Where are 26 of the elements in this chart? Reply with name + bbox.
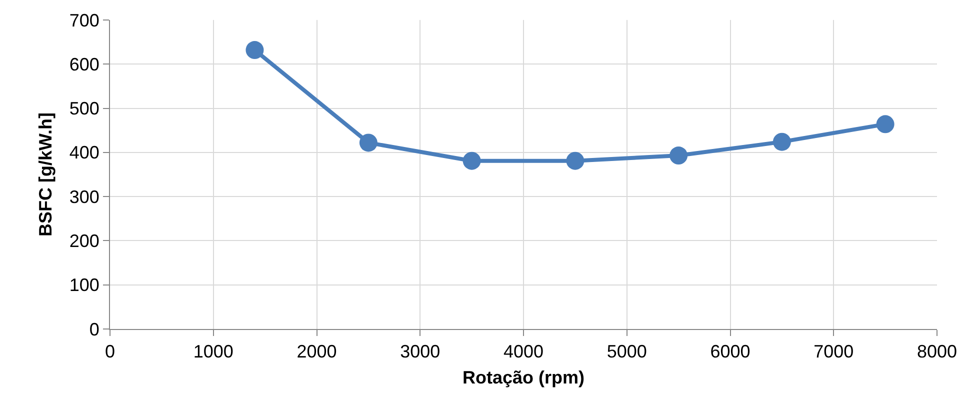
x-tick-label: 8000	[916, 342, 958, 362]
point	[670, 146, 688, 165]
y-tick-label: 0	[89, 319, 100, 340]
y-tick-label: 200	[69, 231, 100, 252]
y-tick-label: 100	[69, 275, 100, 296]
x-tick-label: 6000	[710, 342, 750, 362]
point	[566, 152, 584, 170]
x-tick-label: 4000	[503, 342, 544, 362]
point	[246, 41, 264, 60]
x-axis-title: Rotação (rpm)	[462, 368, 585, 388]
point	[359, 134, 378, 152]
y-tick-label: 700	[69, 10, 100, 30]
x-tick-label: 5000	[606, 342, 647, 362]
point	[772, 132, 791, 151]
y-tick-label: 600	[69, 54, 100, 74]
x-tick-label: 0	[104, 342, 116, 362]
y-axis-title: BSFC [g/kW.h]	[36, 112, 56, 236]
y-tick-label: 400	[69, 142, 100, 163]
point	[876, 115, 894, 134]
x-tick-label: 3000	[400, 342, 440, 362]
x-tick-label: 7000	[814, 342, 854, 362]
y-tick-label: 300	[69, 186, 100, 207]
point	[462, 152, 481, 170]
x-tick-label: 2000	[296, 342, 337, 362]
y-tick-label: 500	[69, 98, 100, 119]
x-tick-label: 1000	[193, 342, 234, 362]
